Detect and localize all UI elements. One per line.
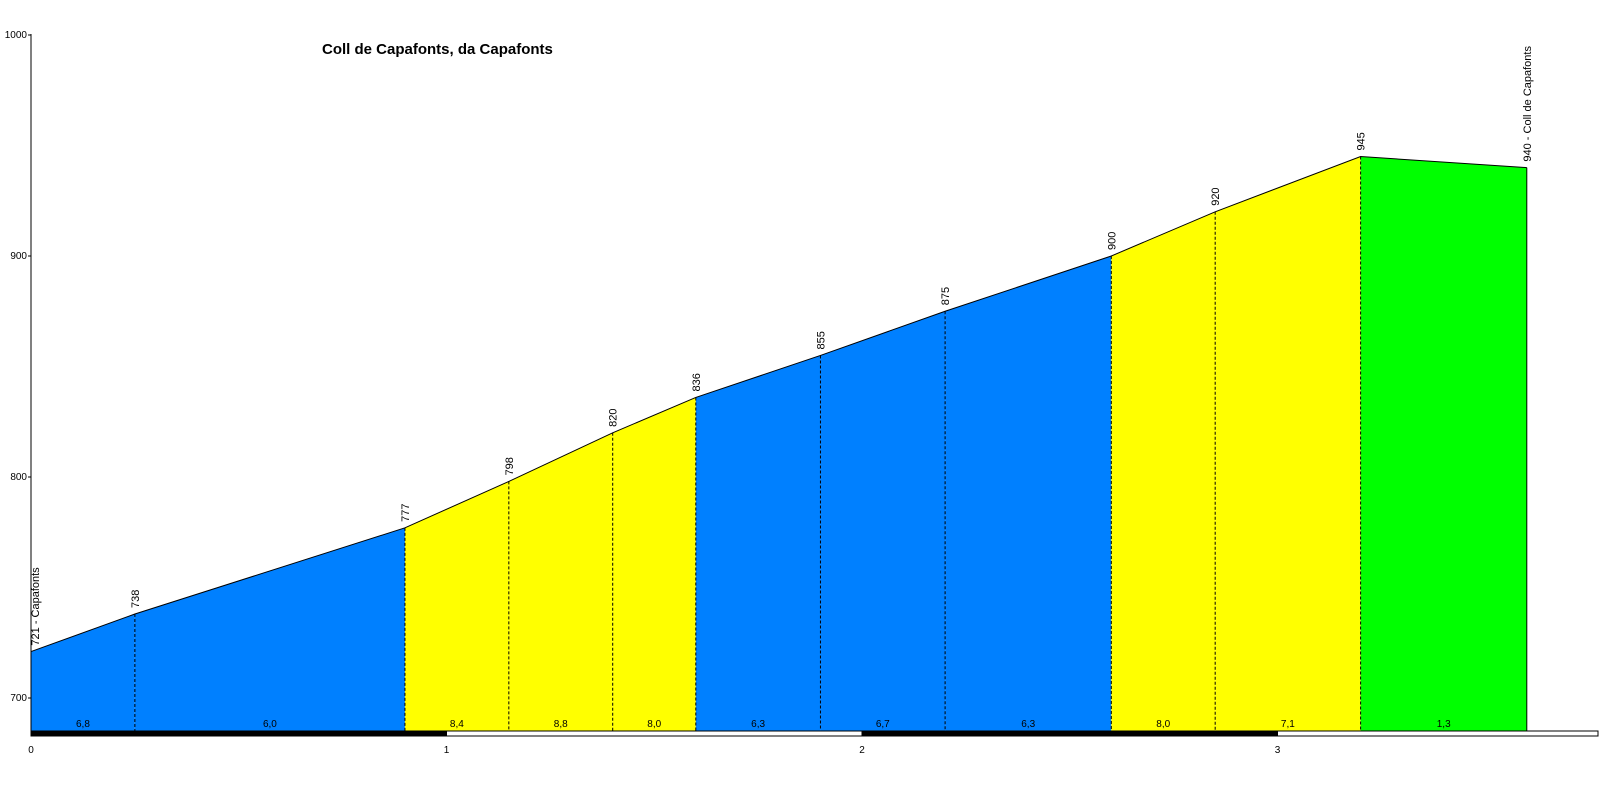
elevation-label: 777 [400, 503, 412, 521]
segment-gradient-label: 6,3 [751, 719, 765, 730]
labels: 6,8 6,0 8,4 8,8 8,0 6,3 6,7 6,3 8,0 7,1 1,3 721 - C… [30, 46, 1534, 730]
y-tick-label: 700 [10, 693, 27, 704]
elevation-label: 798 [504, 457, 516, 475]
elevation-label: 900 [1106, 232, 1118, 250]
segment-fill [404, 481, 509, 731]
y-tick-label: 900 [10, 251, 27, 262]
elevation-label: 820 [608, 408, 620, 426]
segment-fill [1111, 211, 1216, 732]
segment-fill [134, 527, 405, 731]
elevation-label: 920 [1210, 187, 1222, 205]
segment-gradient-label: 6,0 [263, 719, 277, 730]
segment-gradient-label: 7,1 [1281, 719, 1295, 730]
x-tick-label: 2 [859, 745, 865, 756]
segment-gradient-label: 8,0 [647, 719, 661, 730]
segment-fill [820, 311, 946, 731]
segment-fill [1360, 156, 1527, 732]
x-axis-scale-block [446, 730, 863, 737]
segment-dividers [134, 156, 1362, 731]
segment-fill [695, 355, 821, 731]
segment-fill [1215, 156, 1361, 732]
elevation-label: 945 [1356, 132, 1368, 150]
elevation-label: 875 [940, 287, 952, 305]
segment-fill [31, 614, 135, 731]
elevation-label: 836 [691, 373, 703, 391]
segment-fill [612, 397, 696, 731]
segment-fill [945, 256, 1112, 731]
x-axis-scale-block [861, 730, 1278, 737]
segment-gradient-label: 8,4 [450, 719, 464, 730]
segment-gradient-label: 6,8 [76, 719, 90, 730]
segment-gradient-label: 8,8 [554, 719, 568, 730]
y-tick-label: 800 [10, 472, 27, 483]
x-tick-label: 0 [28, 745, 34, 756]
axes: 700 800 900 1000 0 1 2 3 [5, 30, 1599, 756]
y-tick-label: 1000 [5, 30, 28, 41]
elevation-label: 855 [815, 331, 827, 349]
profile-outline [30, 156, 1527, 653]
x-tick-label: 3 [1275, 745, 1281, 756]
segment-gradient-label: 1,3 [1437, 719, 1451, 730]
elevation-label: 738 [130, 590, 142, 608]
profile-line [30, 156, 1528, 731]
x-axis-scale-block [1277, 730, 1599, 737]
segment-gradient-label: 6,3 [1021, 719, 1035, 730]
segment-fill [508, 432, 613, 731]
x-axis-scale-block [30, 730, 447, 737]
elevation-label: 940 - Coll de Capafonts [1522, 46, 1534, 162]
x-tick-label: 1 [444, 745, 450, 756]
gradient-segments [31, 156, 1527, 732]
elevation-label: 721 - Capafonts [30, 567, 42, 646]
segment-gradient-label: 6,7 [876, 719, 890, 730]
chart-title: Coll de Capafonts, da Capafonts [322, 41, 553, 58]
segment-gradient-label: 8,0 [1156, 719, 1170, 730]
